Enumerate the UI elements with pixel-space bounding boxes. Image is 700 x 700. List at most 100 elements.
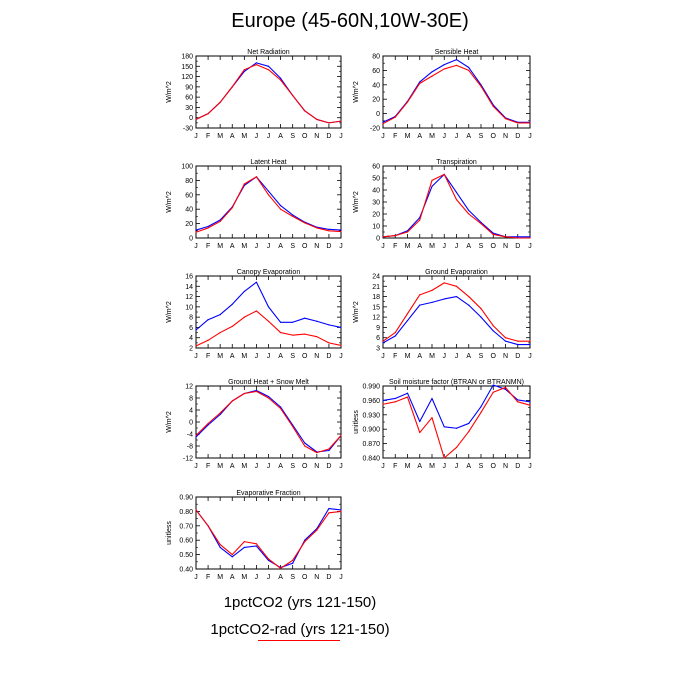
series-1-point	[255, 389, 258, 392]
series-2-point	[504, 118, 507, 120]
series-2-point	[382, 340, 384, 342]
y-tick-label: 0.70	[179, 523, 193, 530]
x-tick-label: J	[455, 243, 459, 250]
series-1-point	[267, 190, 270, 192]
series-2-point	[504, 386, 507, 389]
y-tick-label: 0.930	[362, 412, 380, 419]
x-tick-label: M	[217, 133, 223, 140]
x-tick-label: J	[339, 463, 343, 470]
x-tick-label: N	[314, 353, 319, 360]
y-tick-label: 6	[189, 325, 193, 332]
series-2-point	[292, 334, 294, 336]
series-2-point	[480, 85, 482, 87]
x-tick-label: J	[255, 353, 259, 360]
series-1-point	[292, 321, 294, 323]
x-tick-label: A	[466, 353, 471, 360]
y-tick-label: -30	[183, 126, 193, 133]
series-1-point	[431, 71, 433, 73]
x-tick-label: A	[230, 243, 235, 250]
x-tick-label: J	[339, 133, 343, 140]
series-1-point	[504, 340, 507, 342]
x-tick-label: J	[255, 133, 259, 140]
series-2-point	[480, 307, 482, 310]
series-1-point	[382, 399, 384, 401]
series-2-point	[328, 448, 330, 450]
x-tick-label: D	[326, 574, 331, 581]
y-tick-label: 0	[376, 111, 380, 118]
x-tick-label: A	[417, 133, 422, 140]
y-tick-label: 9	[376, 325, 380, 332]
series-2-point	[382, 236, 384, 238]
series-2-point	[243, 183, 245, 185]
x-tick-label: N	[314, 133, 319, 140]
series-2-point	[279, 331, 282, 334]
x-tick-label: J	[267, 133, 271, 140]
chart-panel-9: Evaporative Fraction unitless 0.40 0.50 0.60…	[166, 490, 343, 581]
x-tick-label: M	[405, 353, 411, 360]
y-tick-label: 8	[189, 396, 193, 403]
series-1-point	[431, 301, 433, 303]
plot-frame	[382, 165, 531, 239]
series-2-point	[492, 233, 494, 235]
series-1-point	[328, 228, 330, 230]
series-1-point	[304, 442, 306, 444]
y-tick-label: 0.80	[179, 509, 193, 516]
series-1-point	[340, 229, 342, 231]
series-2-point	[340, 510, 342, 512]
legend-series-1-label: 1pctCO2 (yrs 121-150)	[223, 594, 377, 611]
series-1-point	[340, 509, 342, 511]
x-tick-label: D	[515, 463, 520, 470]
y-tick-label: 180	[181, 54, 193, 61]
series-2-point	[316, 529, 318, 531]
y-axis-label: W/m^2	[166, 301, 173, 323]
x-tick-label: J	[455, 133, 459, 140]
x-tick-label: N	[314, 463, 319, 470]
y-tick-label: 100	[181, 164, 193, 171]
series-1-point	[231, 303, 233, 305]
series-2-point	[255, 310, 258, 312]
series-2-line	[195, 64, 342, 124]
x-tick-label: F	[393, 243, 397, 250]
y-axis-label: W/m^2	[353, 191, 360, 213]
series-1-point	[292, 214, 294, 216]
series-2-line	[195, 390, 342, 454]
series-2-point	[207, 339, 209, 341]
series-2-point	[195, 345, 197, 347]
series-2-point	[231, 207, 233, 209]
series-2-point	[255, 176, 258, 178]
series-2-line	[195, 310, 342, 347]
series-2-point	[279, 407, 282, 410]
panel-title: Ground Heat + Snow Melt	[228, 379, 309, 386]
y-tick-label: 90	[185, 84, 193, 91]
x-tick-label: N	[503, 243, 508, 250]
series-1-point	[529, 236, 531, 238]
y-tick-label: 120	[181, 74, 193, 81]
series-2-point	[328, 512, 330, 514]
series-1-point	[243, 546, 245, 549]
x-tick-label: A	[278, 243, 283, 250]
x-tick-label: M	[429, 243, 435, 250]
series-2-point	[517, 122, 519, 124]
x-tick-label: J	[194, 133, 198, 140]
x-tick-label: S	[290, 243, 295, 250]
series-1-point	[279, 406, 282, 408]
x-tick-label: J	[194, 243, 198, 250]
x-tick-label: J	[443, 463, 447, 470]
series-1-point	[304, 317, 306, 319]
series-1-point	[394, 397, 396, 400]
y-tick-label: 12	[185, 384, 193, 391]
x-tick-label: A	[230, 574, 235, 581]
y-tick-label: 60	[372, 164, 380, 171]
x-tick-label: A	[230, 133, 235, 140]
series-1-point	[207, 424, 209, 426]
y-tick-label: 10	[372, 224, 380, 231]
x-tick-label: S	[479, 243, 484, 250]
series-2-point	[419, 82, 421, 84]
series-2-point	[267, 397, 270, 399]
series-2-line	[195, 176, 342, 233]
x-tick-label: M	[429, 353, 435, 360]
x-tick-label: M	[241, 353, 247, 360]
y-tick-label: 14	[185, 284, 193, 291]
